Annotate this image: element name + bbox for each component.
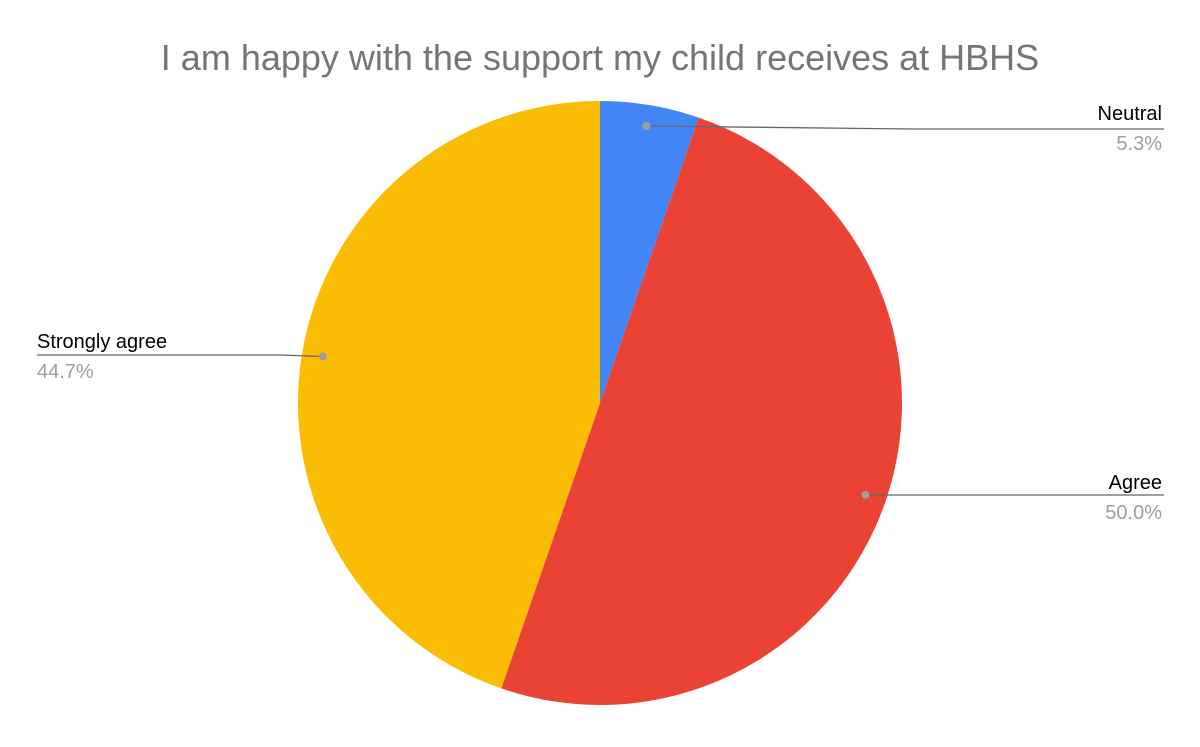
slice-percent-neutral: 5.3%: [1116, 133, 1162, 155]
leader-line-strongly-agree: [37, 355, 323, 357]
slice-label-strongly-agree: Strongly agree: [37, 331, 167, 353]
pie-slices: [298, 101, 902, 705]
leader-dot-strongly-agree: [319, 353, 327, 361]
leader-dot-neutral: [643, 122, 651, 130]
slice-label-agree: Agree: [1109, 472, 1162, 494]
slice-percent-agree: 50.0%: [1105, 502, 1162, 524]
leader-dot-agree: [861, 491, 869, 499]
slice-label-neutral: Neutral: [1098, 103, 1162, 125]
slice-percent-strongly-agree: 44.7%: [37, 361, 94, 383]
chart-title: I am happy with the support my child rec…: [161, 37, 1039, 78]
